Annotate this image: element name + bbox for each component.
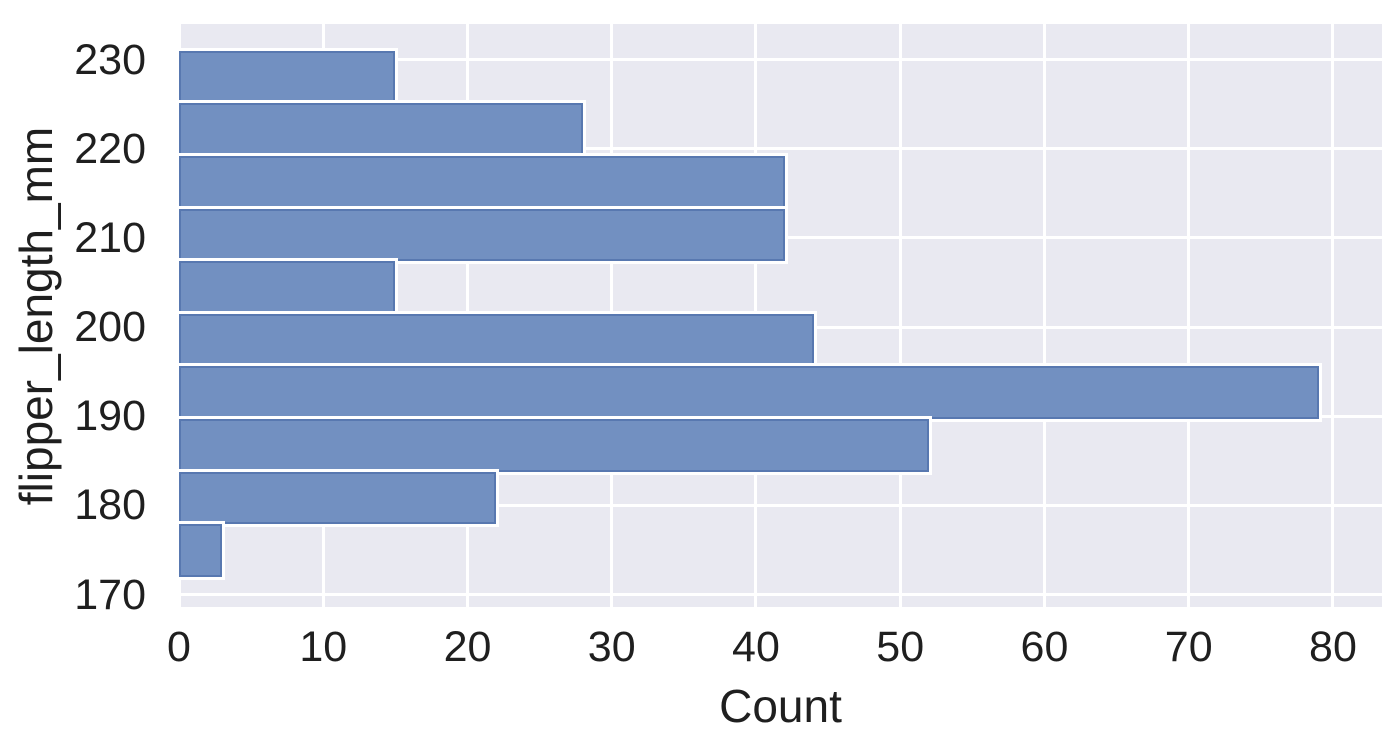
y-tick-label: 190	[74, 392, 146, 441]
x-tick-label: 70	[1164, 623, 1213, 671]
y-tick-label: 200	[74, 303, 146, 352]
vertical-gridline	[1042, 24, 1046, 607]
histogram-bar	[175, 258, 399, 317]
y-tick-label: 170	[74, 570, 146, 619]
histogram-bar	[175, 47, 399, 107]
x-tick-label: 40	[732, 623, 780, 671]
y-tick-label: 180	[74, 481, 146, 530]
x-tick-label: 60	[1020, 623, 1069, 671]
plot-area	[175, 24, 1382, 607]
y-tick-label: 230	[74, 35, 146, 84]
vertical-gridline	[1187, 24, 1191, 607]
histogram-bar	[175, 468, 500, 528]
horizontal-gridline	[179, 593, 1382, 597]
x-tick-label: 50	[876, 623, 925, 671]
histogram-bar	[176, 363, 1322, 422]
horizontal-gridline	[179, 58, 1382, 62]
x-tick-label: 20	[443, 623, 492, 671]
x-tick-label: 30	[587, 623, 636, 671]
y-tick-label: 210	[74, 213, 146, 262]
x-tick-label: 80	[1309, 623, 1357, 671]
horizontal-gridline	[179, 503, 1382, 507]
y-axis-label: flipper_length_mm	[10, 126, 62, 506]
horizontal-gridline	[179, 147, 1382, 151]
vertical-gridline	[1331, 24, 1335, 607]
histogram-bar	[176, 152, 788, 212]
vertical-gridline	[898, 24, 902, 607]
x-tick-label: 10	[299, 623, 348, 671]
histogram-bar	[176, 310, 817, 370]
histogram-bar	[176, 100, 586, 159]
y-tick-label: 220	[74, 124, 146, 173]
histogram-bar	[175, 415, 933, 475]
histogram-bar	[176, 205, 788, 265]
histogram-bar	[175, 521, 226, 580]
x-axis-label: Count	[719, 680, 842, 732]
x-tick-label: 0	[167, 623, 191, 671]
